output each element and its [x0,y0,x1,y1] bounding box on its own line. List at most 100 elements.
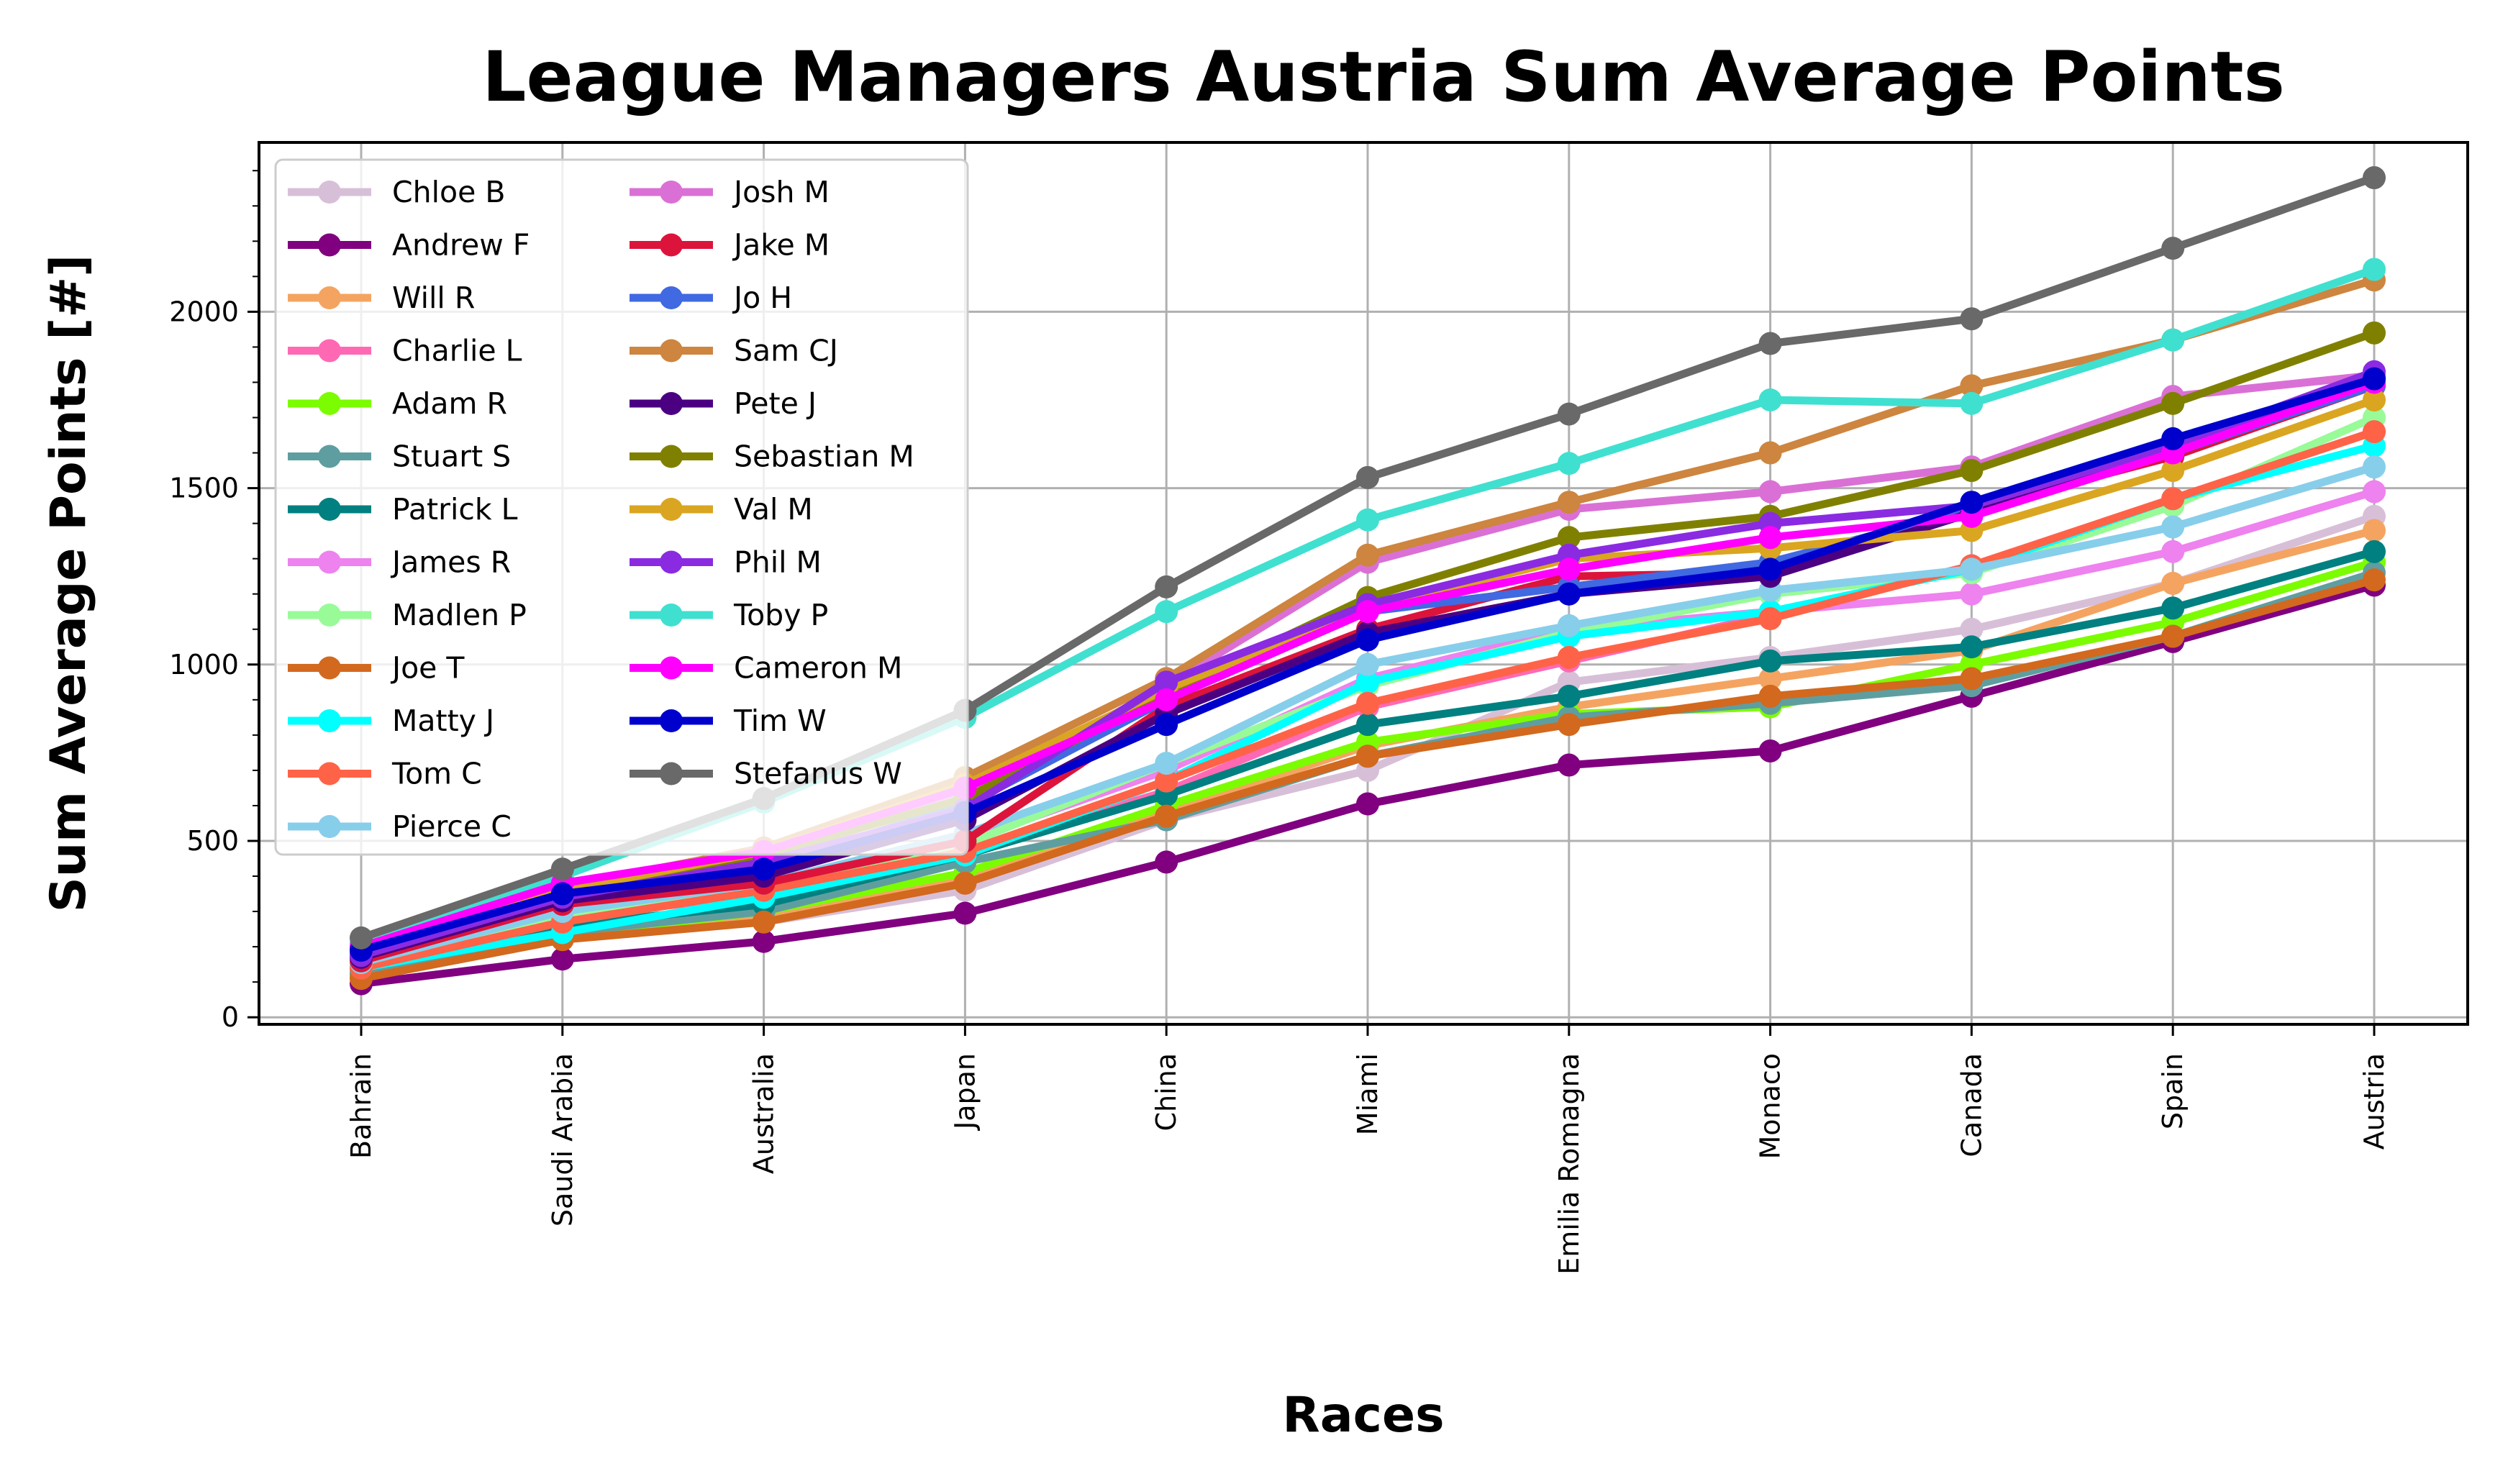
legend-item: Val M [630,492,813,527]
legend-label: Pete J [734,386,817,421]
x-tick-label: Bahrain [345,1053,377,1159]
legend-swatch-marker [318,445,341,468]
data-point [350,926,373,950]
data-point [1356,600,1379,624]
legend-label: Patrick L [392,492,518,527]
legend-item: Tom C [288,757,482,791]
x-tick-label: Japan [949,1053,981,1131]
data-point [2161,328,2185,352]
legend-label: Matty J [392,704,494,738]
data-point [1758,607,1782,631]
data-point [1155,575,1178,598]
series-23 [350,367,2386,962]
data-point [1960,491,1984,514]
data-point [2161,596,2185,620]
data-point [2363,519,2386,542]
legend-swatch-marker [660,286,683,309]
legend-item: Joe T [288,651,465,686]
legend-swatch-marker [318,815,341,838]
data-point [1758,388,1782,411]
legend-item: Phil M [630,545,822,580]
legend-item: Pete J [630,386,817,421]
legend-swatch-marker [318,762,341,786]
data-point [1960,582,1984,606]
data-point [1155,752,1178,775]
x-axis-label: Races [1282,1387,1444,1444]
data-point [1356,628,1379,652]
legend-item: Stuart S [288,440,511,474]
chart-title: League Managers Austria Sum Average Poin… [482,37,2284,117]
data-point [2161,572,2185,595]
legend-label: Jo H [732,281,792,315]
legend-label: Sebastian M [734,440,914,474]
legend-label: Josh M [732,175,830,209]
data-point [2363,420,2386,444]
x-tick-label: Saudi Arabia [547,1053,578,1226]
legend-label: Toby P [733,598,828,632]
x-tick-label: Australia [748,1053,780,1174]
data-point [1557,526,1581,550]
data-point [1356,652,1379,676]
legend-item: Tim W [630,704,827,738]
legend-label: Adam R [392,386,507,421]
legend-swatch-marker [660,709,683,732]
data-point [1356,508,1379,532]
legend-label: Val M [734,492,813,527]
data-point [1356,465,1379,489]
data-point [953,871,977,895]
legend-swatch-marker [318,656,341,680]
legend-swatch-marker [660,498,683,521]
legend-label: Tim W [733,704,827,738]
data-point [1960,391,1984,415]
data-point [1356,543,1379,567]
x-tick-label: Austria [2358,1053,2390,1150]
legend-item: Will R [288,281,475,315]
legend-label: Tom C [391,757,482,791]
data-point [1155,804,1178,828]
legend-swatch-marker [318,233,341,257]
y-axis-label: Sum Average Points [#] [40,255,97,913]
data-point [1557,684,1581,708]
data-point [1557,402,1581,426]
legend-item: Chloe B [288,175,505,209]
data-point [752,857,776,881]
legend-item: Stefanus W [630,757,902,791]
legend-item: Jake M [630,228,830,263]
legend-item: Madlen P [288,598,527,632]
data-point [2161,391,2185,415]
data-point [1758,684,1782,708]
data-point [1557,452,1581,475]
data-point [1155,713,1178,737]
data-point [1557,491,1581,514]
legend-swatch-marker [318,286,341,309]
legend-swatch-marker [660,550,683,574]
data-point [2363,568,2386,592]
y-tick-label: 0 [222,1001,239,1033]
data-point [752,929,776,953]
legend-label: Phil M [734,545,822,580]
data-point [1960,374,1984,398]
x-tick-label: Canada [1955,1053,1987,1157]
data-point [1758,667,1782,691]
data-point [1557,614,1581,637]
data-point [1758,441,1782,465]
data-point [1557,645,1581,669]
data-point [2161,459,2185,483]
legend-swatch-marker [318,498,341,521]
legend-label: Sam CJ [734,334,838,368]
legend-swatch-marker [318,181,341,204]
legend-swatch-marker [660,656,683,680]
legend-swatch-marker [660,392,683,415]
legend-swatch-marker [660,604,683,627]
legend-swatch-marker [318,550,341,574]
legend-swatch-marker [660,762,683,786]
y-tick-label: 1000 [169,649,239,680]
data-point [1960,635,1984,659]
x-tick-label: Emilia Romagna [1553,1053,1585,1275]
data-point [1758,739,1782,763]
data-point [1356,713,1379,737]
legend-item: Sebastian M [630,440,914,474]
legend-item: James R [288,545,511,580]
series-layer [350,166,2386,996]
